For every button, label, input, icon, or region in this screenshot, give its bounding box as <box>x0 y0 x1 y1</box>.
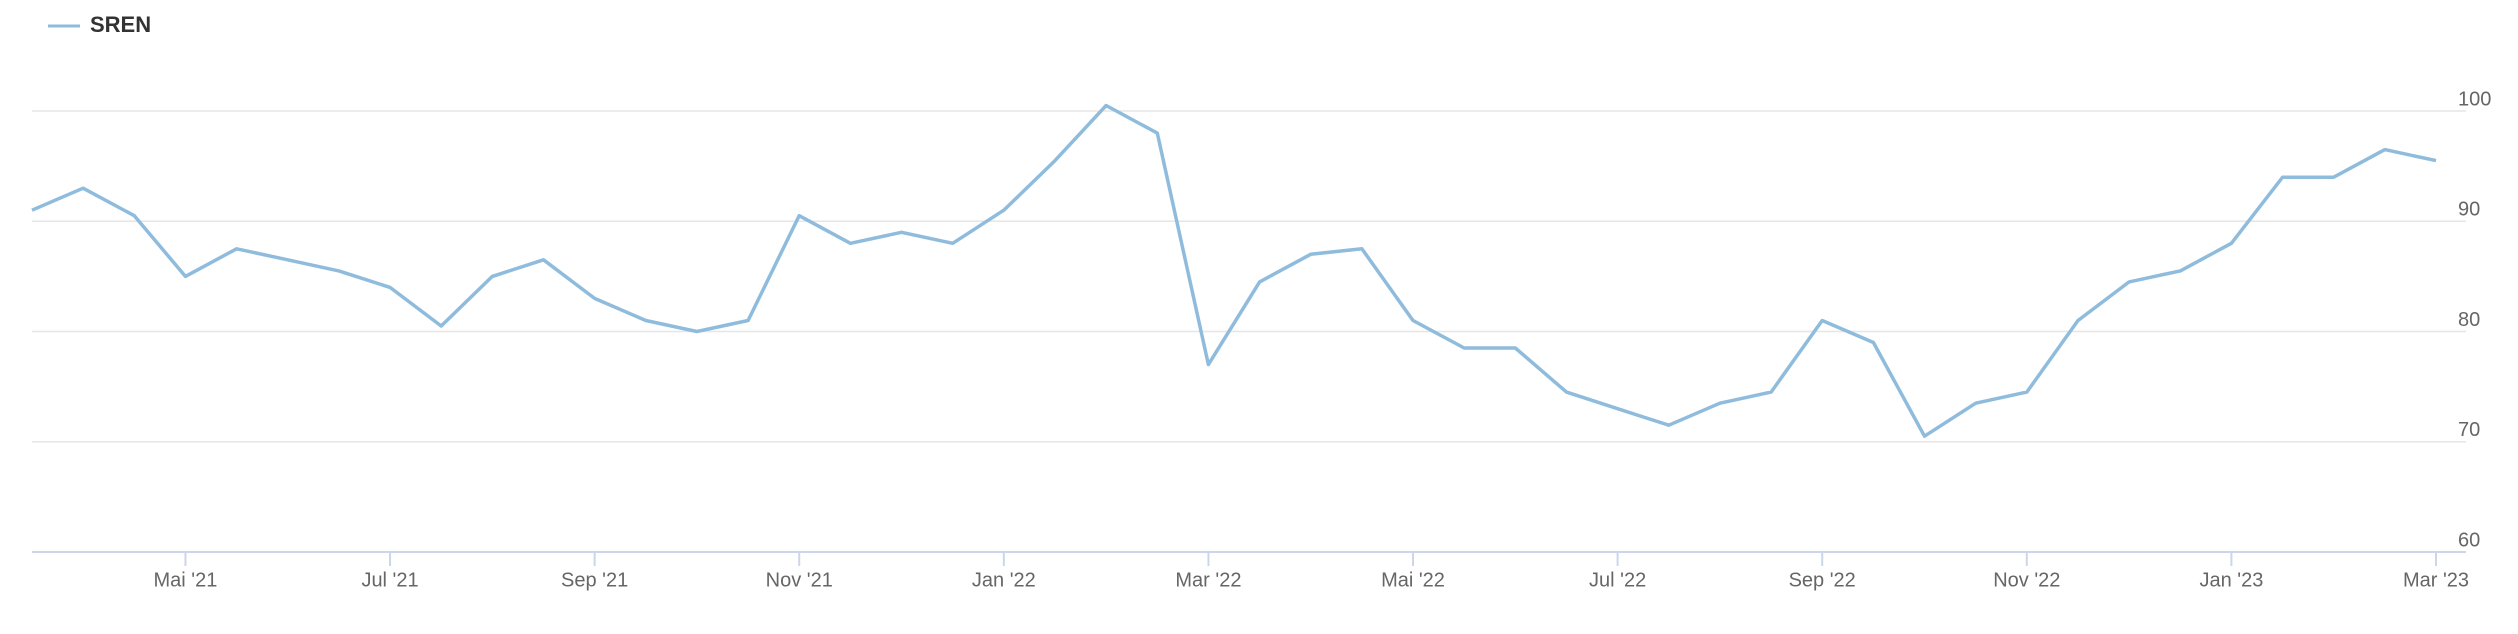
x-tick-label: Jul '21 <box>361 569 418 591</box>
series-line <box>31 103 2437 438</box>
x-tick-label: Mar '23 <box>2403 569 2469 591</box>
y-tick-label: 60 <box>2458 529 2480 551</box>
y-tick-label: 70 <box>2458 419 2480 441</box>
x-tick-label: Mar '22 <box>1175 569 1241 591</box>
y-tick-label: 90 <box>2458 199 2480 221</box>
x-tick-label: Sep '21 <box>561 569 628 591</box>
legend-label[interactable]: SREN <box>90 12 151 37</box>
x-tick-label: Jan '23 <box>2199 569 2263 591</box>
y-tick-label: 80 <box>2458 309 2480 331</box>
x-tick-label: Nov '22 <box>1993 569 2060 591</box>
x-tick-label: Jul '22 <box>1589 569 1646 591</box>
x-tick-label: Sep '22 <box>1789 569 1856 591</box>
x-tick-label: Mai '22 <box>1381 569 1445 591</box>
x-tick-label: Mai '21 <box>154 569 218 591</box>
x-tick-label: Jan '22 <box>972 569 1036 591</box>
x-tick-label: Nov '21 <box>766 569 833 591</box>
y-tick-label: 100 <box>2458 88 2491 110</box>
